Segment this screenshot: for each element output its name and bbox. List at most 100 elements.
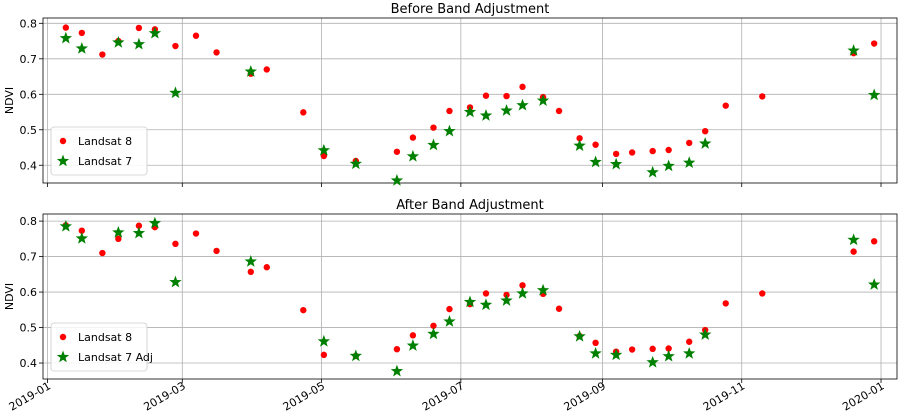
data-point xyxy=(169,275,182,288)
legend-marker xyxy=(59,137,67,145)
data-point xyxy=(649,345,656,353)
legend-label: Landsat 8 xyxy=(78,331,132,344)
chart-panel-2: 0.4 0.5 0.6 0.7 0.8 2019-01 2019-03 2019-05 2019… xyxy=(3,198,898,414)
x-tick-label: 2020-01 xyxy=(840,379,886,413)
data-point xyxy=(683,156,696,169)
data-point xyxy=(78,227,86,234)
data-point xyxy=(349,349,363,362)
data-point xyxy=(430,322,437,329)
data-point xyxy=(78,29,86,37)
data-point xyxy=(482,290,490,297)
data-point xyxy=(573,329,586,342)
data-point xyxy=(99,249,106,257)
data-point xyxy=(701,127,709,135)
series-2 xyxy=(59,26,881,186)
plot-frame xyxy=(42,17,898,184)
y-tick-label: 0.6 xyxy=(20,286,38,299)
data-point xyxy=(609,157,623,170)
data-point xyxy=(263,66,270,73)
data-point xyxy=(463,105,477,118)
chart-title: After Band Adjustment xyxy=(396,198,544,213)
chart-title: Before Band Adjustment xyxy=(391,2,550,17)
data-point xyxy=(148,26,162,39)
data-point xyxy=(649,147,656,155)
data-point xyxy=(662,349,675,362)
data-point xyxy=(115,235,122,243)
x-tick-label: 2019-11 xyxy=(701,379,747,413)
data-point xyxy=(390,364,404,377)
legend: Landsat 8 Landsat 7 Adj xyxy=(50,322,153,372)
y-axis-label: NDVI xyxy=(3,87,16,114)
data-point xyxy=(409,134,417,141)
data-point xyxy=(300,306,307,314)
data-point xyxy=(393,148,401,155)
y-tick-label: 0.5 xyxy=(20,124,38,137)
data-point xyxy=(646,355,659,368)
x-tick-label: 2019-07 xyxy=(420,379,466,413)
data-point xyxy=(112,225,125,238)
data-point xyxy=(59,31,73,44)
y-tick-label: 0.7 xyxy=(20,251,38,264)
data-point xyxy=(406,149,420,162)
data-point xyxy=(463,295,477,308)
data-point xyxy=(589,155,602,168)
data-point xyxy=(759,93,766,100)
data-point xyxy=(555,107,563,115)
data-point xyxy=(500,294,513,306)
data-point xyxy=(867,278,881,290)
data-point xyxy=(320,351,328,359)
legend-box xyxy=(50,126,148,176)
data-point xyxy=(247,268,254,276)
data-point xyxy=(519,83,526,91)
data-point xyxy=(135,222,143,229)
data-point xyxy=(75,42,88,54)
data-point xyxy=(59,219,73,232)
data-point xyxy=(479,109,493,121)
legend-marker xyxy=(56,350,70,363)
y-tick-label: 0.8 xyxy=(20,215,38,228)
data-point xyxy=(320,152,328,160)
data-point xyxy=(148,216,162,229)
data-point xyxy=(759,290,766,297)
data-point xyxy=(446,107,453,115)
data-point xyxy=(430,124,437,131)
x-tick-label: 2019-05 xyxy=(281,379,327,413)
data-point xyxy=(213,49,220,56)
data-point xyxy=(500,104,513,116)
data-point xyxy=(300,109,307,116)
data-point xyxy=(169,86,182,99)
data-point xyxy=(609,348,623,361)
chart-panel-1: 0.4 0.5 0.6 0.7 0.8 Before Band Adjustment NDV… xyxy=(3,2,898,187)
series-1 xyxy=(62,222,878,360)
data-point xyxy=(406,339,420,351)
x-tick-label: 2019-03 xyxy=(141,379,187,413)
data-point xyxy=(244,65,257,77)
data-point xyxy=(576,135,583,142)
x-tick-label: 2019-09 xyxy=(562,379,608,413)
data-point xyxy=(867,88,881,101)
data-point xyxy=(172,42,179,50)
data-point xyxy=(192,32,200,39)
y-tick-label: 0.8 xyxy=(20,17,38,30)
data-point xyxy=(427,327,440,340)
data-point xyxy=(699,328,712,340)
x-tick-label: 2019-01 xyxy=(7,379,53,413)
y-tick-label: 0.4 xyxy=(20,159,38,172)
data-point xyxy=(213,247,220,255)
data-point xyxy=(847,44,860,56)
data-point xyxy=(443,124,456,137)
data-point xyxy=(516,98,529,111)
data-point xyxy=(482,92,490,99)
data-point xyxy=(112,35,125,48)
legend-box xyxy=(50,322,148,372)
data-point xyxy=(722,300,729,307)
data-point xyxy=(317,334,331,347)
data-point xyxy=(589,346,602,359)
data-point xyxy=(662,159,675,172)
data-point xyxy=(479,298,493,311)
data-point xyxy=(349,157,363,170)
data-point xyxy=(646,165,659,178)
data-point xyxy=(555,305,563,312)
data-point xyxy=(628,346,636,353)
